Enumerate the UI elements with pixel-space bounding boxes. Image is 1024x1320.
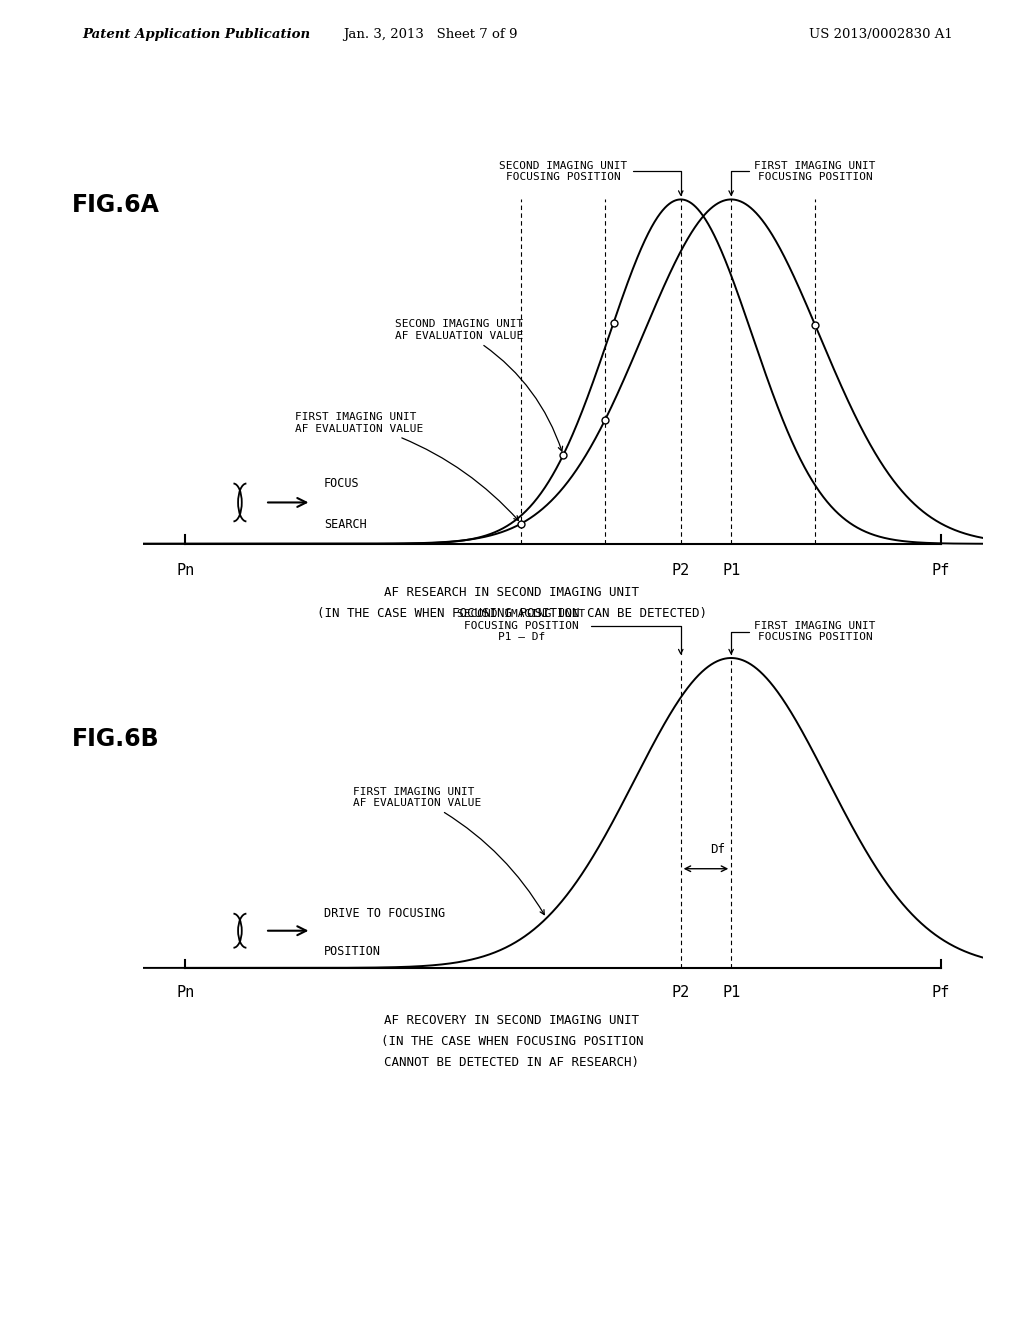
Text: DRIVE TO FOCUSING: DRIVE TO FOCUSING (324, 907, 445, 920)
Text: FIRST IMAGING UNIT
AF EVALUATION VALUE: FIRST IMAGING UNIT AF EVALUATION VALUE (353, 787, 545, 915)
Text: P2: P2 (672, 985, 690, 1001)
Text: FIG.6A: FIG.6A (72, 193, 160, 216)
Text: Pn: Pn (176, 562, 195, 578)
Text: SECOND IMAGING UNIT
AF EVALUATION VALUE: SECOND IMAGING UNIT AF EVALUATION VALUE (395, 319, 562, 451)
Text: CANNOT BE DETECTED IN AF RESEARCH): CANNOT BE DETECTED IN AF RESEARCH) (384, 1056, 640, 1069)
Text: SECOND IMAGING UNIT
FOCUSING POSITION: SECOND IMAGING UNIT FOCUSING POSITION (499, 161, 683, 195)
Text: SEARCH: SEARCH (324, 517, 367, 531)
Text: FIRST IMAGING UNIT
FOCUSING POSITION: FIRST IMAGING UNIT FOCUSING POSITION (729, 161, 876, 195)
Text: AF RECOVERY IN SECOND IMAGING UNIT: AF RECOVERY IN SECOND IMAGING UNIT (384, 1014, 640, 1027)
Text: Pn: Pn (176, 985, 195, 1001)
Text: US 2013/0002830 A1: US 2013/0002830 A1 (809, 28, 952, 41)
Text: Df: Df (711, 843, 725, 857)
Text: (IN THE CASE WHEN FOCUSING POSITION CAN BE DETECTED): (IN THE CASE WHEN FOCUSING POSITION CAN … (317, 607, 707, 620)
Text: (IN THE CASE WHEN FOCUSING POSITION: (IN THE CASE WHEN FOCUSING POSITION (381, 1035, 643, 1048)
Text: Pf: Pf (932, 985, 950, 1001)
Text: Jan. 3, 2013   Sheet 7 of 9: Jan. 3, 2013 Sheet 7 of 9 (343, 28, 517, 41)
Text: Patent Application Publication: Patent Application Publication (82, 28, 310, 41)
Text: POSITION: POSITION (324, 945, 381, 958)
Text: SECOND IMAGING UNIT
FOCUSING POSITION
P1 – Df: SECOND IMAGING UNIT FOCUSING POSITION P1… (457, 610, 683, 653)
Text: FOCUS: FOCUS (324, 478, 359, 491)
Text: P1: P1 (722, 562, 740, 578)
Text: AF RESEARCH IN SECOND IMAGING UNIT: AF RESEARCH IN SECOND IMAGING UNIT (384, 586, 640, 599)
Text: FIRST IMAGING UNIT
AF EVALUATION VALUE: FIRST IMAGING UNIT AF EVALUATION VALUE (295, 412, 518, 520)
Text: FIRST IMAGING UNIT
FOCUSING POSITION: FIRST IMAGING UNIT FOCUSING POSITION (729, 620, 876, 653)
Text: P2: P2 (672, 562, 690, 578)
Text: FIG.6B: FIG.6B (72, 727, 160, 751)
Text: P1: P1 (722, 985, 740, 1001)
Text: Pf: Pf (932, 562, 950, 578)
